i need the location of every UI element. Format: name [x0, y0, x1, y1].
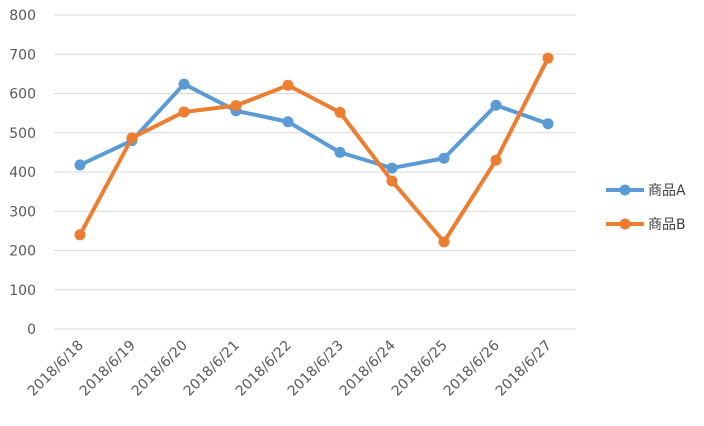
series-line [78, 82, 550, 171]
data-point [178, 78, 190, 90]
series-1 [74, 78, 554, 174]
y-tick-label: 300 [9, 204, 36, 220]
series-line [78, 56, 550, 244]
legend-label: 商品A [648, 183, 686, 199]
y-tick-label: 0 [27, 322, 36, 338]
y-tick-label: 600 [9, 87, 36, 103]
y-tick-label: 500 [9, 126, 36, 142]
data-point [542, 52, 554, 64]
data-point [490, 99, 502, 111]
data-point [282, 116, 294, 128]
y-tick-label: 100 [9, 283, 36, 299]
legend-item: 商品A [606, 183, 686, 199]
y-tick-label: 400 [9, 165, 36, 181]
legend-marker [619, 184, 631, 196]
data-point [282, 79, 294, 91]
data-point [386, 175, 398, 187]
data-point [74, 229, 86, 241]
data-point [438, 236, 450, 248]
data-point [490, 154, 502, 166]
series-lines [74, 52, 554, 248]
data-point [74, 159, 86, 171]
legend: 商品A 商品B [606, 183, 686, 233]
data-point [334, 106, 346, 118]
data-point [334, 146, 346, 158]
gridlines [54, 14, 576, 330]
y-tick-label: 200 [9, 244, 36, 260]
data-point [178, 106, 190, 118]
data-point [230, 100, 242, 112]
data-point [438, 152, 450, 164]
y-tick-label: 800 [9, 8, 36, 24]
data-point [386, 162, 398, 174]
legend-marker [619, 218, 631, 230]
legend-item: 商品B [606, 217, 686, 233]
x-tick-label: 2018/6/27 [493, 338, 555, 400]
x-axis-ticks: 2018/6/182018/6/192018/6/202018/6/212018… [25, 337, 555, 399]
y-tick-label: 700 [9, 47, 36, 63]
data-point [542, 118, 554, 130]
series-2 [74, 52, 554, 248]
y-axis-ticks: 0 100 200 300 400 500 600 700 800 [9, 8, 36, 338]
legend-label: 商品B [648, 217, 686, 233]
data-point [126, 132, 138, 144]
